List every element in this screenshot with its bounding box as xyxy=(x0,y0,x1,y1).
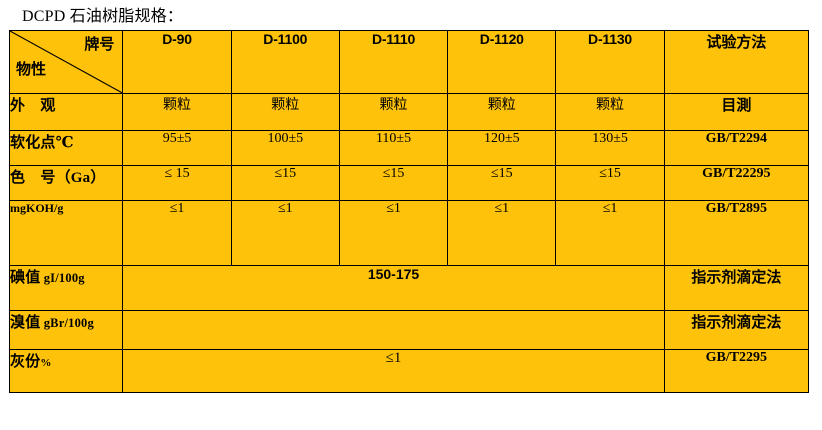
cell-appearance-d1120: 颗粒 xyxy=(447,93,557,131)
row-label-ash-unit: % xyxy=(40,357,52,369)
row-label-color-number: 色 号（Ga） xyxy=(8,165,124,201)
column-header-test-method: 试验方法 xyxy=(663,30,810,94)
cell-method-appearance: 目測 xyxy=(663,93,810,131)
cell-color-d1110: ≤15 xyxy=(338,165,449,201)
row-label-ash-main: 灰份 xyxy=(10,354,41,370)
cell-color-d1130: ≤15 xyxy=(555,165,665,201)
cell-acid-d1130: ≤1 xyxy=(555,200,665,266)
cell-iodine-merged-value: 150-175 xyxy=(122,265,665,311)
row-label-acid-value: mgKOH/g xyxy=(8,200,124,266)
row-label-iodine-main: 碘值 xyxy=(10,270,41,286)
cell-bromine-merged-value xyxy=(122,310,665,350)
row-label-iodine-unit: gI/100g xyxy=(40,271,85,285)
row-label-bromine-unit: gBr/100g xyxy=(40,316,94,330)
table-row: mgKOH/g ≤1 ≤1 ≤1 ≤1 ≤1 GB/T2895 xyxy=(8,200,810,266)
cell-softening-d90: 95±5 xyxy=(122,130,232,166)
column-header-d1120: D-1120 xyxy=(447,30,557,94)
cell-softening-d1130: 130±5 xyxy=(555,130,665,166)
column-header-d1130: D-1130 xyxy=(555,30,665,94)
corner-grade-label: 牌号 xyxy=(84,37,115,53)
cell-appearance-d90: 颗粒 xyxy=(122,93,232,131)
table-row: 软化点℃ 95±5 100±5 110±5 120±5 130±5 GB/T22… xyxy=(8,130,810,166)
cell-color-d1120: ≤15 xyxy=(447,165,557,201)
cell-method-iodine: 指示剂滴定法 xyxy=(663,265,810,311)
cell-method-softening: GB/T2294 xyxy=(663,130,810,166)
cell-method-color: GB/T22295 xyxy=(663,165,810,201)
row-label-iodine-value: 碘值 gI/100g xyxy=(8,265,124,311)
table-row: 外 观 颗粒 颗粒 颗粒 颗粒 颗粒 目測 xyxy=(8,93,810,131)
cell-appearance-d1100: 颗粒 xyxy=(230,93,340,131)
cell-softening-d1120: 120±5 xyxy=(447,130,557,166)
corner-property-label: 物性 xyxy=(16,62,47,78)
cell-acid-d90: ≤1 xyxy=(122,200,232,266)
specification-table: 牌号 物性 D-90 D-1100 D-1110 D-1120 D-1130 试… xyxy=(8,30,810,393)
row-label-appearance: 外 观 xyxy=(8,93,124,131)
column-header-d1110: D-1110 xyxy=(338,30,449,94)
cell-ash-merged-value: ≤1 xyxy=(122,349,665,393)
cell-softening-d1100: 100±5 xyxy=(230,130,340,166)
table-header-row: 牌号 物性 D-90 D-1100 D-1110 D-1120 D-1130 试… xyxy=(8,30,810,94)
column-header-d1100: D-1100 xyxy=(230,30,340,94)
cell-softening-d1110: 110±5 xyxy=(338,130,449,166)
table-row: 碘值 gI/100g 150-175 指示剂滴定法 xyxy=(8,265,810,311)
corner-header-cell: 牌号 物性 xyxy=(8,30,124,94)
table-row: 溴值 gBr/100g 指示剂滴定法 xyxy=(8,310,810,350)
cell-method-acid: GB/T2895 xyxy=(663,200,810,266)
cell-appearance-d1130: 颗粒 xyxy=(555,93,665,131)
table-row: 色 号（Ga） ≤ 15 ≤15 ≤15 ≤15 ≤15 GB/T22295 xyxy=(8,165,810,201)
row-label-bromine-value: 溴值 gBr/100g xyxy=(8,310,124,350)
cell-acid-d1120: ≤1 xyxy=(447,200,557,266)
cell-method-bromine: 指示剂滴定法 xyxy=(663,310,810,350)
cell-color-d1100: ≤15 xyxy=(230,165,340,201)
row-label-bromine-main: 溴值 xyxy=(10,315,41,331)
page-title: DCPD 石油树脂规格： xyxy=(22,8,184,25)
row-label-ash-content: 灰份% xyxy=(8,349,124,393)
column-header-d90: D-90 xyxy=(122,30,232,94)
cell-method-ash: GB/T2295 xyxy=(663,349,810,393)
cell-acid-d1100: ≤1 xyxy=(230,200,340,266)
cell-appearance-d1110: 颗粒 xyxy=(338,93,449,131)
table-row: 灰份% ≤1 GB/T2295 xyxy=(8,349,810,393)
cell-acid-d1110: ≤1 xyxy=(338,200,449,266)
cell-color-d90: ≤ 15 xyxy=(122,165,232,201)
row-label-softening-point: 软化点℃ xyxy=(8,130,124,166)
